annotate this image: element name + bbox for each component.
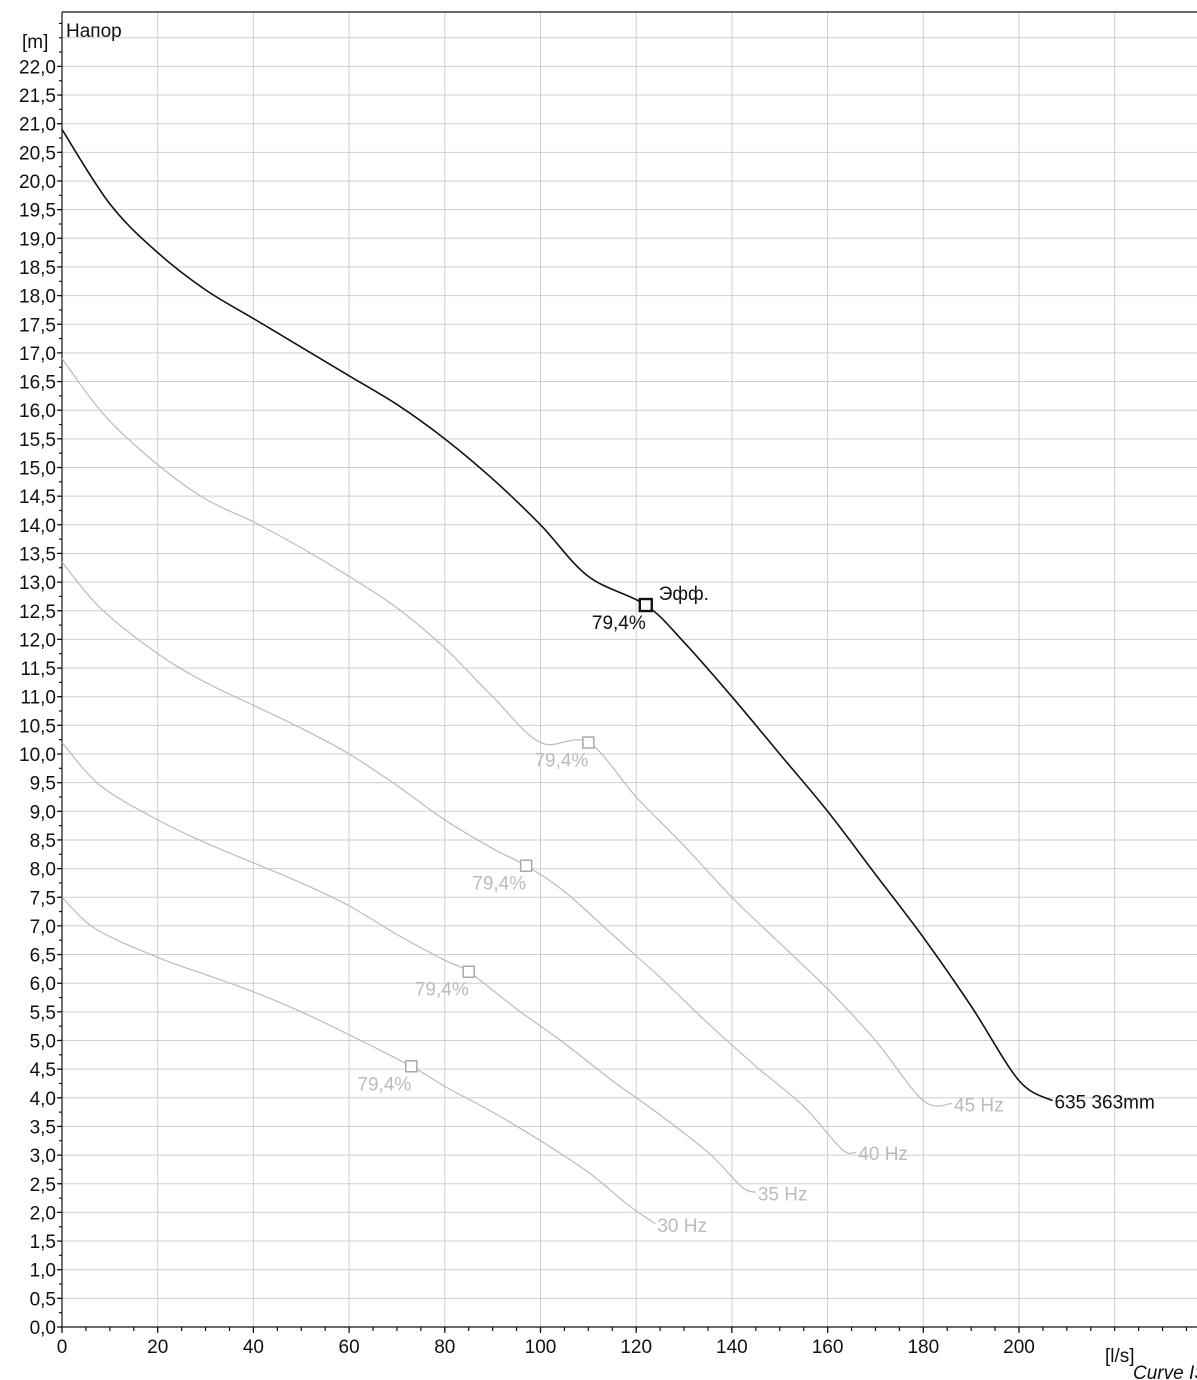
y-tick-label: 0,0 (30, 1318, 56, 1339)
y-tick-label: 21,0 (19, 115, 56, 136)
y-tick-label: 2,5 (30, 1175, 56, 1196)
y-tick-label: 11,5 (20, 659, 56, 680)
efficiency-title: Эфф. (659, 584, 709, 605)
y-tick-label: 18,0 (19, 287, 56, 308)
bep-marker-30-hz (405, 1060, 418, 1073)
y-axis-title: Напор (66, 21, 122, 42)
series-name-30-hz: 30 Hz (657, 1216, 707, 1237)
series-line-635-363mm (61, 128, 1053, 1102)
y-tick-label: 4,5 (30, 1060, 56, 1081)
y-tick-label: 21,5 (19, 86, 56, 107)
axes (57, 11, 1197, 1333)
x-tick-label: 100 (525, 1337, 557, 1358)
y-tick-label: 8,0 (30, 860, 56, 881)
x-tick-label: 120 (620, 1337, 652, 1358)
labels: 0,0 0,5 1,0 1,5 2,0 2,5 3,0 3,5 4,0 4,5 5,0 5,5 6,0 6… (19, 57, 1155, 1358)
efficiency-label-40-hz: 79,4% (472, 874, 526, 895)
x-tick-label: 160 (812, 1337, 844, 1358)
y-axis-unit: [m] (22, 32, 48, 53)
y-tick-label: 7,0 (30, 917, 56, 938)
y-tick-label: 0,5 (30, 1289, 56, 1310)
efficiency-label-35-hz: 79,4% (415, 980, 469, 1001)
y-tick-label: 9,0 (30, 802, 56, 823)
x-tick-label: 140 (716, 1337, 748, 1358)
y-tick-label: 2,0 (30, 1203, 56, 1224)
series-line-40-hz (61, 561, 857, 1155)
y-tick-label: 12,0 (19, 630, 56, 651)
series-line-35-hz (61, 742, 757, 1193)
y-tick-label: 3,0 (30, 1146, 56, 1167)
bep-marker-35-hz (462, 965, 475, 978)
efficiency-label-45-hz: 79,4% (534, 751, 588, 772)
y-tick-label: 22,0 (19, 57, 56, 78)
y-tick-label: 20,0 (19, 172, 56, 193)
efficiency-label-30-hz: 79,4% (357, 1074, 411, 1095)
bep-marker-45-hz (582, 736, 595, 749)
y-tick-label: 15,5 (19, 430, 56, 451)
series-line-30-hz (61, 896, 656, 1225)
y-tick-label: 13,0 (19, 573, 56, 594)
x-tick-label: 20 (147, 1337, 168, 1358)
y-tick-label: 7,5 (30, 888, 56, 909)
y-tick-label: 18,5 (19, 258, 56, 279)
series-line-45-hz (61, 358, 953, 1107)
y-tick-label: 12,5 (19, 602, 56, 623)
y-tick-label: 5,0 (30, 1032, 56, 1053)
series-name-45-hz: 45 Hz (954, 1096, 1004, 1117)
y-tick-label: 20,5 (19, 143, 56, 164)
bep-marker-40-hz (519, 859, 533, 872)
y-tick-label: 9,5 (30, 774, 56, 795)
y-tick-label: 10,0 (19, 745, 56, 766)
y-tick-label: 16,5 (19, 373, 56, 394)
series-name-635-363mm: 635 363mm (1054, 1093, 1154, 1114)
y-tick-label: 14,5 (19, 487, 56, 508)
y-tick-label: 6,5 (30, 946, 56, 967)
y-tick-label: 17,0 (19, 344, 56, 365)
grid (62, 12, 1197, 1327)
y-tick-label: 13,5 (19, 544, 56, 565)
series-name-40-hz: 40 Hz (858, 1144, 908, 1165)
y-tick-label: 14,0 (19, 516, 56, 537)
y-tick-label: 1,5 (30, 1232, 56, 1253)
efficiency-label-635-363mm: 79,4% (592, 613, 646, 634)
y-tick-label: 17,5 (19, 315, 56, 336)
y-tick-label: 1,0 (30, 1261, 56, 1282)
x-tick-label: 180 (907, 1337, 939, 1358)
y-tick-label: 15,0 (19, 459, 56, 480)
y-tick-label: 19,0 (19, 229, 56, 250)
y-tick-label: 4,0 (30, 1089, 56, 1110)
y-tick-label: 6,0 (30, 974, 56, 995)
x-tick-label: 60 (339, 1337, 360, 1358)
y-tick-label: 11,0 (20, 688, 56, 709)
y-tick-label: 8,5 (30, 831, 56, 852)
y-tick-label: 10,5 (19, 716, 56, 737)
x-axis-unit: [l/s] (1105, 1346, 1135, 1367)
x-tick-label: 0 (57, 1337, 68, 1358)
x-tick-label: 40 (243, 1337, 264, 1358)
footer-text: Curve ISO (1133, 1363, 1197, 1380)
y-tick-label: 16,0 (19, 401, 56, 422)
series-name-35-hz: 35 Hz (758, 1184, 808, 1205)
y-tick-label: 19,5 (19, 201, 56, 222)
y-tick-label: 3,5 (30, 1117, 56, 1138)
x-tick-label: 200 (1003, 1337, 1035, 1358)
y-tick-label: 5,5 (30, 1003, 56, 1024)
x-tick-label: 80 (434, 1337, 455, 1358)
series-lines (61, 128, 1053, 1225)
bep-marker-635-363mm (638, 597, 653, 613)
